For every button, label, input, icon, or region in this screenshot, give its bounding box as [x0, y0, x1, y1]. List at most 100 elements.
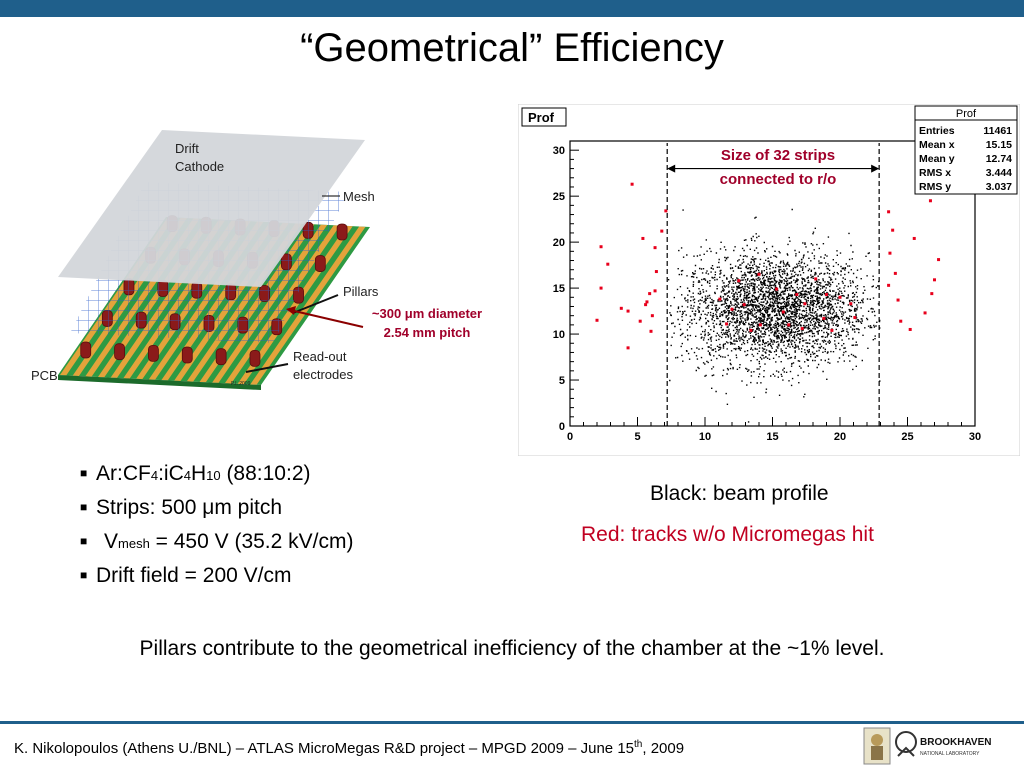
x-tick-label: 25: [901, 431, 913, 443]
stats-value: 12.74: [986, 153, 1012, 165]
red-track-point: [887, 210, 891, 214]
y-tick-label: 0: [559, 421, 565, 433]
red-track-point: [822, 316, 826, 320]
red-track-point: [595, 318, 599, 322]
beam-profile-points: [667, 208, 881, 423]
electrodes-leader: [245, 363, 289, 373]
red-track-point: [641, 236, 645, 240]
stats-title: Prof: [956, 108, 977, 120]
arrowhead-left: [667, 164, 676, 173]
red-track-point: [933, 278, 936, 282]
pillars-leader: [292, 294, 339, 314]
red-track-point: [725, 322, 729, 326]
red-track-point: [742, 303, 746, 307]
red-track-point: [781, 310, 785, 314]
red-track-point: [814, 277, 818, 281]
red-track-point: [653, 246, 657, 250]
label-pcb: PCB: [31, 368, 58, 383]
bullet-marker: ■: [80, 466, 88, 480]
y-tick-label: 25: [553, 191, 565, 203]
gas-text-1: Ar:CF: [96, 462, 151, 485]
red-track-point: [775, 287, 779, 291]
drift-cathode-plane: [58, 130, 365, 287]
stats-box: Prof Entries 11461 Mean x 15.15 Mean y 12.74 R…: [914, 105, 1018, 195]
y-tick-label: 5: [559, 375, 565, 387]
red-track-point: [891, 228, 895, 232]
stats-value: 11461: [983, 125, 1012, 137]
red-track-point: [838, 295, 842, 299]
x-tick-label: 10: [699, 431, 711, 443]
y-tick-label: 15: [553, 283, 565, 295]
stats-key: Entries: [919, 125, 955, 137]
red-track-point: [800, 327, 804, 331]
annotation-arrowhead: [286, 306, 296, 315]
x-tick-label: 5: [634, 431, 640, 443]
red-track-point: [619, 306, 623, 310]
bullet-strips: ■ Strips: 500 μm pitch: [80, 492, 354, 526]
red-track-point: [937, 258, 941, 262]
pillar: [181, 346, 193, 364]
brookhaven-logo: BROOKHAVEN NATIONAL LABORATORY: [863, 727, 991, 765]
strips-annotation: Size of 32 strips connected to r/o: [688, 144, 868, 192]
frame-label-text: Prof: [528, 110, 555, 125]
x-tick-label: 20: [834, 431, 846, 443]
red-track-point: [664, 209, 668, 213]
red-track-point: [923, 311, 927, 315]
beam-profile-dots: [667, 208, 881, 423]
red-track-point: [644, 303, 648, 307]
conclusion-text: Pillars contribute to the geometrical in…: [139, 637, 885, 660]
logo-subtext: NATIONAL LABORATORY: [920, 751, 980, 757]
pillar-diameter: ~300 μm diameter: [371, 306, 483, 321]
y-tick-label: 10: [553, 329, 565, 341]
pillar: [336, 223, 348, 241]
footer-text: K. Nikolopoulos (Athens U./BNL) – ATLAS …: [14, 740, 635, 757]
red-track-point: [599, 245, 603, 249]
bullet-gas: ■ Ar:CF 4:iC 4 H 10 (88:10:2): [80, 458, 354, 492]
bullet-marker: ■: [80, 534, 88, 548]
gas-text-2: :iC: [158, 462, 184, 485]
stats-value: 3.037: [986, 181, 1012, 193]
pillar: [215, 348, 227, 366]
red-track-point: [626, 309, 630, 313]
vmesh-symbol: V: [104, 530, 119, 553]
logo-text: BROOKHAVEN: [920, 737, 991, 748]
frame-label: Prof: [521, 107, 567, 127]
red-track-point: [630, 182, 634, 186]
label-drift: Drift: [175, 141, 199, 156]
x-tick-label: 15: [766, 431, 778, 443]
red-track-point: [795, 293, 799, 297]
y-tick-label: 20: [553, 237, 565, 249]
pillar-pitch: 2.54 mm pitch: [383, 325, 471, 340]
stats-key: RMS x: [919, 167, 951, 179]
bullet-drift: ■ Drift field = 200 V/cm: [80, 560, 354, 594]
readout-strip: [250, 226, 366, 385]
x-tick-label: 0: [567, 431, 573, 443]
label-readout: Read-out: [293, 349, 347, 364]
footer-line: [0, 721, 1024, 724]
red-track-point: [626, 346, 630, 350]
caption-black: Black: beam profile: [650, 482, 829, 505]
strips-annotation-line1: Size of 32 strips: [720, 147, 836, 164]
red-track-point: [928, 199, 932, 203]
red-track-point: [887, 283, 891, 287]
stats-key: Mean x: [919, 139, 955, 151]
red-track-point: [888, 251, 892, 255]
stats-value: 3.444: [986, 167, 1012, 179]
red-track-point: [749, 328, 753, 332]
red-track-point: [650, 314, 654, 318]
red-track-point: [853, 316, 857, 320]
red-track-point: [757, 272, 761, 276]
red-track-point: [645, 300, 649, 304]
red-track-point: [830, 328, 834, 332]
label-mesh: Mesh: [343, 189, 375, 204]
strips-text: Strips: 500 μm pitch: [96, 496, 283, 519]
strips-annotation-line2: connected to r/o: [719, 171, 837, 188]
pillar-annotation: ~300 μm diameter 2.54 mm pitch: [352, 304, 502, 342]
red-track-point: [648, 292, 652, 296]
red-track-point: [599, 286, 603, 290]
beam-profile-plot: Prof 0 5 10 15 20 25 30 0 5 10 15 20 25 30 Prof Entri…: [518, 104, 1020, 456]
pillar: [114, 343, 125, 361]
red-track-point: [737, 279, 741, 283]
footer-year: , 2009: [642, 740, 685, 757]
